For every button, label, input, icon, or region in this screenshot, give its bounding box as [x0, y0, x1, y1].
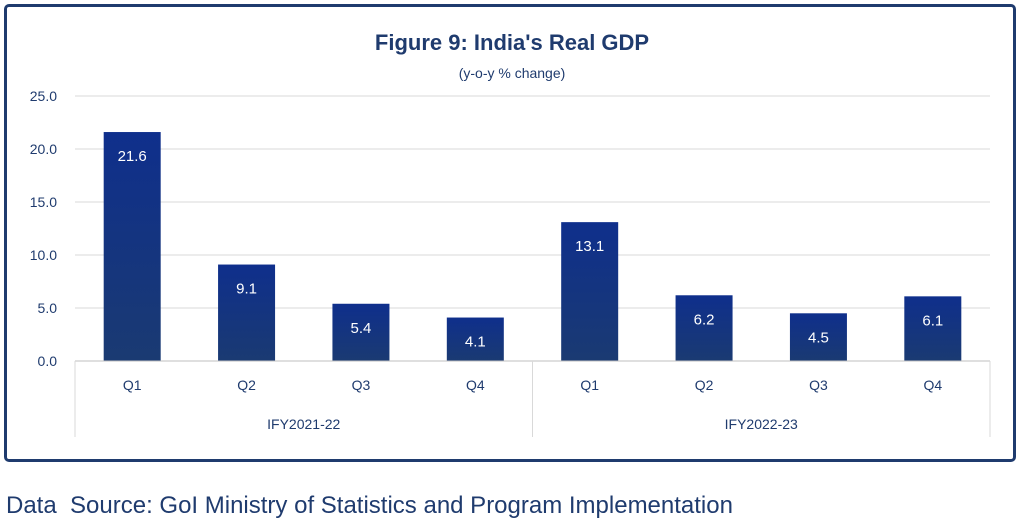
y-tick-label: 25.0	[30, 88, 57, 104]
data-label: 5.4	[351, 320, 372, 337]
data-label: 21.6	[118, 148, 147, 165]
y-tick-label: 0.0	[38, 353, 58, 369]
group-label: IFY2021-22	[267, 416, 340, 432]
y-tick-label: 5.0	[38, 300, 58, 316]
bar	[103, 132, 161, 361]
chart-frame	[4, 4, 1016, 462]
bar	[904, 296, 962, 361]
x-tick-label: Q3	[352, 377, 371, 393]
bar-chart: 21.6 9.1 5.4 4.1 13.1 6.2 4.5 6.1 0.0 5.0 10.0 15.…	[30, 88, 991, 437]
x-tick-label: Q3	[809, 377, 828, 393]
x-tick-label: Q1	[580, 377, 599, 393]
bar	[561, 222, 619, 361]
y-tick-label: 10.0	[30, 247, 57, 263]
bar	[332, 303, 390, 361]
bar	[789, 313, 847, 361]
data-label: 6.1	[922, 312, 943, 329]
data-label: 4.5	[808, 329, 829, 346]
chart-title: Figure 9: India's Real GDP	[374, 30, 650, 55]
data-source-note: Data Source: GoI Ministry of Statistics …	[6, 492, 733, 519]
x-tick-label: Q1	[123, 377, 142, 393]
data-label: 13.1	[575, 238, 604, 255]
data-label: 4.1	[465, 334, 486, 351]
chart-subtitle: (y-o-y % change)	[458, 65, 566, 81]
x-tick-label: Q4	[466, 377, 485, 393]
x-tick-label: Q4	[923, 377, 942, 393]
bar	[675, 295, 733, 361]
x-tick-label: Q2	[695, 377, 714, 393]
bar	[446, 317, 504, 361]
data-label: 9.1	[236, 281, 257, 298]
bar	[218, 264, 276, 361]
x-tick-label: Q2	[237, 377, 256, 393]
y-tick-label: 15.0	[30, 194, 57, 210]
group-label: IFY2022-23	[725, 416, 798, 432]
y-tick-label: 20.0	[30, 141, 57, 157]
data-label: 6.2	[694, 311, 715, 328]
